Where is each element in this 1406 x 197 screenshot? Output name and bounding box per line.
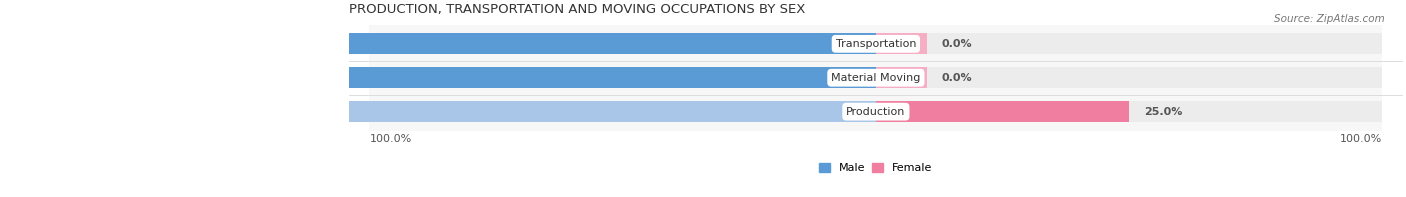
Bar [876, 101, 1129, 122]
Text: 0.0%: 0.0% [942, 39, 973, 49]
Text: PRODUCTION, TRANSPORTATION AND MOVING OCCUPATIONS BY SEX: PRODUCTION, TRANSPORTATION AND MOVING OC… [349, 4, 806, 17]
Text: 100.0%: 100.0% [1340, 134, 1382, 144]
Text: 100.0%: 100.0% [370, 134, 412, 144]
Bar [370, 67, 1382, 88]
Text: Production: Production [846, 107, 905, 117]
Bar [876, 67, 927, 88]
Bar [0, 33, 876, 54]
Bar [370, 101, 1382, 122]
Text: Transportation: Transportation [835, 39, 917, 49]
Legend: Male, Female: Male, Female [814, 158, 936, 177]
Text: 25.0%: 25.0% [1144, 107, 1182, 117]
Text: 75.0%: 75.0% [231, 107, 269, 117]
Bar [0, 67, 876, 88]
Bar [370, 93, 1382, 131]
Text: Material Moving: Material Moving [831, 73, 921, 83]
Text: 100.0%: 100.0% [15, 39, 60, 49]
Text: 0.0%: 0.0% [942, 73, 973, 83]
Text: Source: ZipAtlas.com: Source: ZipAtlas.com [1274, 14, 1385, 24]
Bar [876, 33, 927, 54]
Bar [370, 25, 1382, 63]
Bar [370, 59, 1382, 97]
Bar [370, 33, 1382, 54]
Text: 100.0%: 100.0% [15, 73, 60, 83]
Bar [117, 101, 876, 122]
